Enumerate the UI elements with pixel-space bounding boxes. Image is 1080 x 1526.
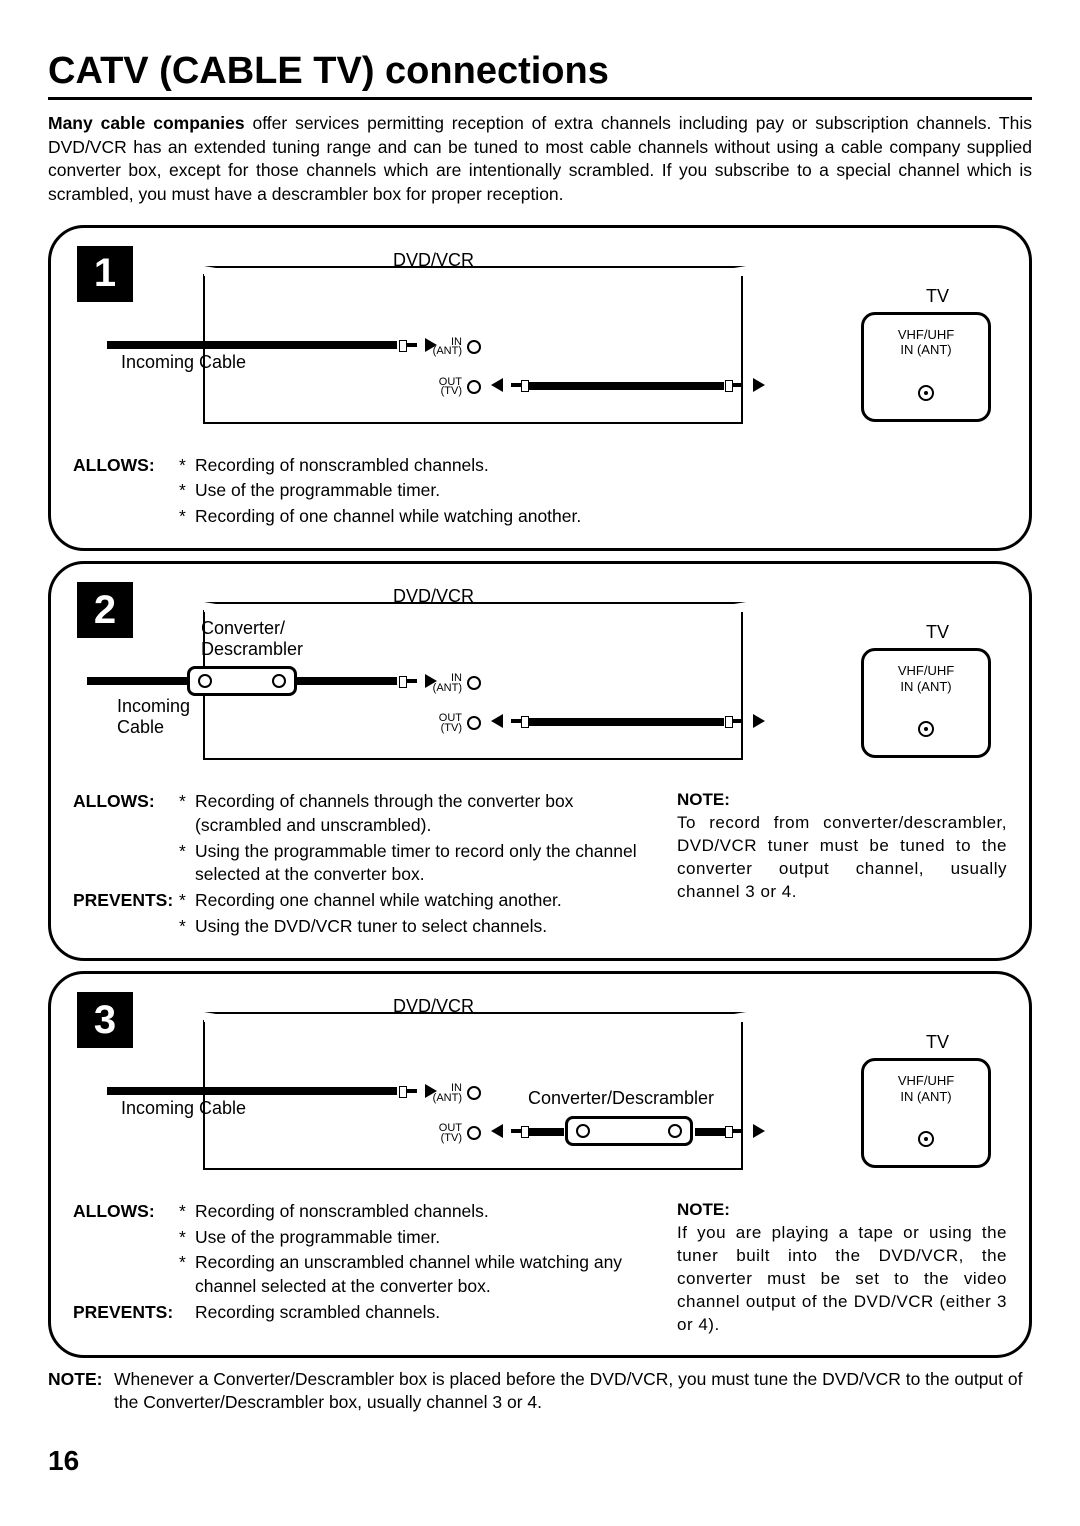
cable-mid3	[528, 1128, 564, 1136]
ant-dot	[918, 721, 934, 737]
allows-3-1: Recording of nonscrambled channels.	[195, 1200, 657, 1224]
arrow-out2	[491, 714, 503, 728]
arrow-in2	[425, 674, 437, 688]
cable-mid2	[297, 677, 397, 685]
ant-dot	[918, 1131, 934, 1147]
cable-in	[107, 341, 397, 349]
tv-label: TV	[926, 622, 949, 643]
plug-out-l2	[511, 716, 529, 726]
diagram-1: DVD/VCR TV Incoming Cable IN(ANT) OUT(TV…	[73, 244, 1007, 444]
footer-note-text: Whenever a Converter/Descrambler box is …	[114, 1368, 1032, 1415]
dvd-box: IN(ANT) OUT(TV)	[203, 1020, 743, 1170]
vhf-text: VHF/UHFIN (ANT)	[864, 327, 988, 358]
intro-bold: Many cable companies	[48, 113, 245, 133]
tv-label: TV	[926, 286, 949, 307]
allows-1-3: Recording of one channel while watching …	[195, 505, 1007, 529]
arrow-tv	[753, 378, 765, 392]
prevents-2-2: Using the DVD/VCR tuner to select channe…	[195, 915, 657, 939]
note-3: NOTE: If you are playing a tape or using…	[677, 1200, 1007, 1337]
tv-box: VHF/UHFIN (ANT)	[861, 312, 991, 422]
plug-out-r2	[725, 716, 743, 726]
tv-label: TV	[926, 1032, 949, 1053]
allows-label: ALLOWS:	[73, 1200, 179, 1224]
allows-1-2: Use of the programmable timer.	[195, 479, 1007, 503]
plug-out-r3	[725, 1126, 743, 1136]
allows-2-2: Using the programmable timer to record o…	[195, 840, 657, 887]
cable-out	[528, 382, 724, 390]
allows-block-2: ALLOWS:*Recording of channels through th…	[73, 790, 1007, 940]
page-number: 16	[48, 1445, 1032, 1477]
conv-box	[187, 666, 297, 696]
intro-paragraph: Many cable companies offer services perm…	[48, 112, 1032, 207]
note-body: If you are playing a tape or using the t…	[677, 1222, 1007, 1337]
plug-in	[399, 340, 417, 350]
allows-1-1: Recording of nonscrambled channels.	[195, 454, 1007, 478]
dvd-box: IN(ANT) OUT(TV)	[203, 274, 743, 424]
cable-in2	[87, 677, 187, 685]
arrow-in3	[425, 1084, 437, 1098]
footer-note: NOTE: Whenever a Converter/Descrambler b…	[48, 1368, 1032, 1415]
incoming-cable-label: Incoming Cable	[117, 696, 190, 738]
diagram-2: DVD/VCR TV Converter/ Descrambler Incomi…	[73, 580, 1007, 780]
out-tv-label: OUT(TV)	[428, 714, 462, 734]
plug-out-l	[511, 380, 529, 390]
prevents-3-1: Recording scrambled channels.	[195, 1301, 657, 1325]
arrow-tv3	[753, 1124, 765, 1138]
in-port	[467, 1086, 481, 1100]
allows-2-1: Recording of channels through the conver…	[195, 790, 657, 837]
panel-1: 1 DVD/VCR TV Incoming Cable IN(ANT) OUT(…	[48, 225, 1032, 552]
tv-box: VHF/UHFIN (ANT)	[861, 648, 991, 758]
in-port	[467, 676, 481, 690]
out-port	[467, 716, 481, 730]
allows-3-2: Use of the programmable timer.	[195, 1226, 657, 1250]
plug-in2	[399, 676, 417, 686]
out-port	[467, 1126, 481, 1140]
arrow-tv2	[753, 714, 765, 728]
vhf-text: VHF/UHFIN (ANT)	[864, 1073, 988, 1104]
cable-end3	[695, 1128, 725, 1136]
note-title: NOTE:	[677, 790, 1007, 810]
allows-block-3: ALLOWS:*Recording of nonscrambled channe…	[73, 1200, 1007, 1337]
allows-label: ALLOWS:	[73, 454, 179, 478]
out-tv-label: OUT(TV)	[428, 1124, 462, 1144]
cable-out2	[528, 718, 724, 726]
allows-label: ALLOWS:	[73, 790, 179, 837]
cable-in3	[107, 1087, 397, 1095]
prevents-label: PREVENTS:	[73, 1301, 179, 1325]
arrow-out3	[491, 1124, 503, 1138]
out-tv-label: OUT(TV)	[428, 378, 462, 398]
page-title: CATV (CABLE TV) connections	[48, 50, 1032, 100]
plug-in3	[399, 1086, 417, 1096]
vhf-text: VHF/UHFIN (ANT)	[864, 663, 988, 694]
in-port	[467, 340, 481, 354]
tv-box: VHF/UHFIN (ANT)	[861, 1058, 991, 1168]
note-2: NOTE: To record from converter/descrambl…	[677, 790, 1007, 940]
prevents-2-1: Recording one channel while watching ano…	[195, 889, 657, 913]
arrow-out	[491, 378, 503, 392]
allows-block-1: ALLOWS:*Recording of nonscrambled channe…	[73, 454, 1007, 531]
plug-out-r	[725, 380, 743, 390]
out-port	[467, 380, 481, 394]
plug-out-l3	[511, 1126, 529, 1136]
conv-box3	[565, 1116, 693, 1146]
diagram-3: DVD/VCR TV Incoming Cable Converter/Desc…	[73, 990, 1007, 1190]
ant-dot	[918, 385, 934, 401]
allows-3-3: Recording an unscrambled channel while w…	[195, 1251, 657, 1298]
note-body: To record from converter/descrambler, DV…	[677, 812, 1007, 904]
panel-3: 3 DVD/VCR TV Incoming Cable Converter/De…	[48, 971, 1032, 1358]
arrow-in	[425, 338, 437, 352]
panel-2: 2 DVD/VCR TV Converter/ Descrambler Inco…	[48, 561, 1032, 961]
prevents-label: PREVENTS:	[73, 889, 179, 913]
note-title: NOTE:	[677, 1200, 1007, 1220]
footer-note-label: NOTE:	[48, 1368, 114, 1415]
